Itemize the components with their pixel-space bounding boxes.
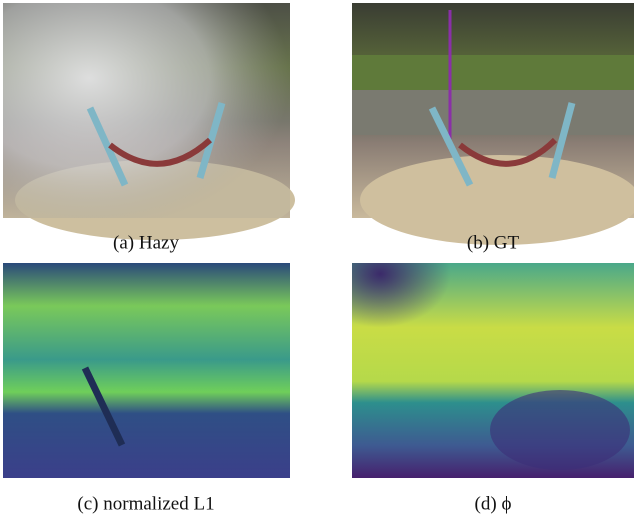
figure: (a) Hazy (b) GT (c) normalized L1 (d) ϕ bbox=[0, 0, 634, 521]
caption: (c) normalized L1 bbox=[77, 493, 214, 514]
caption: (b) GT bbox=[467, 232, 520, 253]
image-hazy bbox=[3, 3, 295, 240]
image-phi bbox=[352, 263, 634, 478]
image-l1 bbox=[3, 263, 290, 478]
page: {"figure": {"panels": [ {"caption": "(a)… bbox=[0, 0, 634, 521]
image-gt bbox=[352, 3, 634, 245]
caption: (a) Hazy bbox=[113, 232, 179, 253]
caption: (d) ϕ bbox=[475, 493, 512, 514]
